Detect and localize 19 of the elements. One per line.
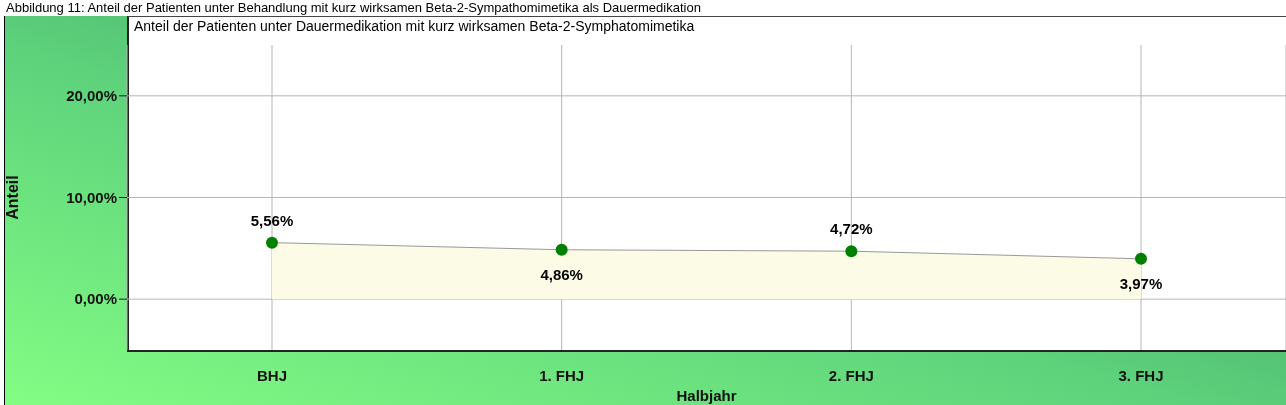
x-tick-label: 3. FHJ xyxy=(1118,366,1164,384)
data-label: 5,56% xyxy=(250,211,294,229)
x-tick-label: 2. FHJ xyxy=(828,366,874,384)
x-tick-label: BHJ xyxy=(256,366,288,384)
chart-title: Anteil der Patienten unter Dauermedikation mit kurz wirksamen Beta-2-Symphatomimetika xyxy=(134,18,695,34)
y-tick-label: 20,00% xyxy=(66,87,117,105)
y-tick-label: 10,00% xyxy=(66,188,117,206)
data-label: 4,86% xyxy=(540,265,583,283)
text: Abbildung 11: Anteil der Patienten unter Behandlung mit kurz wirksamen Beta-2-Sympathomimetika als Dauermedikation xyxy=(6,0,701,15)
point xyxy=(266,236,278,249)
data-label: 3,97% xyxy=(1119,274,1163,292)
x-tick-label: 1. FHJ xyxy=(539,366,585,384)
point xyxy=(555,243,568,256)
x-axis-title: Halbjahr xyxy=(676,387,737,404)
data-label: 4,72% xyxy=(830,220,873,238)
point xyxy=(845,245,858,258)
y-tick-label: 0,00% xyxy=(74,290,117,308)
y-axis-title: Anteil xyxy=(3,175,21,220)
point xyxy=(1135,252,1147,265)
